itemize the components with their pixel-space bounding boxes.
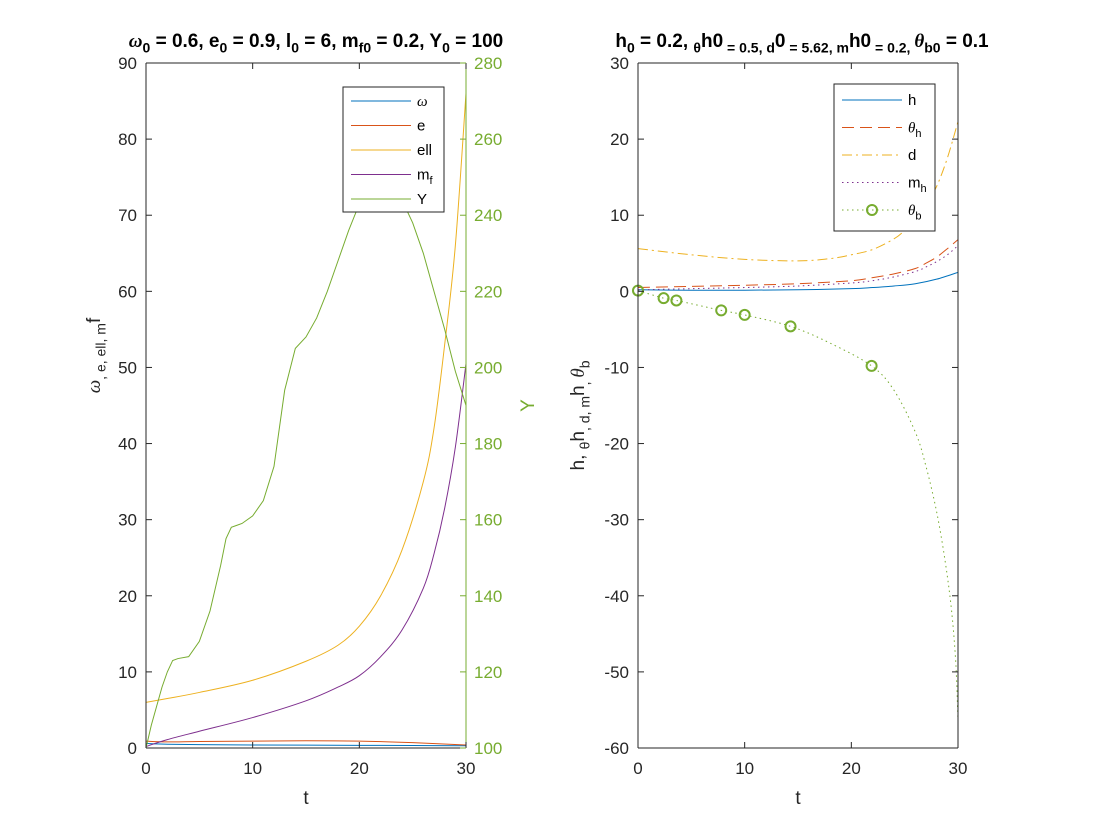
series-line-Y — [145, 184, 467, 749]
series-line-d — [638, 121, 958, 262]
left-y-label: ω, e, ell, mf — [84, 317, 109, 393]
left-axes: 0 10 20 30 0 10 20 30 40 50 60 70 80 90 100 120 140 160 18… — [84, 31, 539, 809]
y-tick-label: 10 — [118, 663, 137, 682]
right-y-label: Y — [518, 399, 539, 412]
y-right-tick-label: 120 — [474, 663, 502, 682]
y-right-tick-label: 160 — [474, 511, 502, 530]
right-plot-lines — [632, 121, 958, 722]
series-line-theta_b — [638, 290, 958, 722]
marker-theta-b — [670, 294, 683, 307]
left-title: ω0 = 0.6, e0 = 0.9, l0 = 6, mf0 = 0.2, Y… — [129, 31, 503, 56]
y-right-tick-label: 140 — [474, 587, 502, 606]
y-tick-label: 70 — [118, 206, 137, 225]
y-tick-label: 80 — [118, 130, 137, 149]
legend-box — [833, 83, 936, 232]
y-right-tick-label: 240 — [474, 206, 502, 225]
y-right-tick-label: 100 — [474, 739, 502, 758]
x-tick-label: 10 — [243, 759, 262, 778]
y-tick-label: -40 — [604, 587, 629, 606]
y-tick-label: 40 — [118, 435, 137, 454]
marker-theta-b — [657, 292, 670, 305]
y-tick-label: 50 — [118, 358, 137, 377]
left-x-label: t — [303, 788, 309, 809]
marker-theta-b — [738, 308, 751, 321]
series-line-e — [145, 740, 467, 746]
y-tick-label: 20 — [118, 587, 137, 606]
x-tick-label: 30 — [949, 759, 968, 778]
legend-label-theta_h: θh — [908, 121, 922, 141]
right-x-label: t — [795, 788, 801, 809]
x-tick-label: 20 — [350, 759, 369, 778]
legend-label-h: h — [908, 92, 916, 109]
legend-label-mf: mf — [417, 167, 434, 188]
y-tick-label: 0 — [620, 282, 629, 301]
right-title: h0 = 0.2, θh0 = 0.5, d0 = 5.62, mh0 = 0.… — [615, 31, 989, 56]
legend-marker-theta-b — [866, 204, 878, 216]
series-line-ell — [145, 93, 467, 703]
y-tick-label: -20 — [604, 435, 629, 454]
legend-label-e: e — [417, 118, 425, 135]
y-tick-label: -50 — [604, 663, 629, 682]
series-line-mf — [145, 363, 467, 747]
legend-label-omega: ω — [417, 94, 428, 110]
x-tick-label: 0 — [141, 759, 150, 778]
legend-label-ell: ell — [417, 142, 432, 159]
x-tick-label: 0 — [633, 759, 642, 778]
marker-theta-b — [865, 359, 878, 372]
y-right-tick-label: 180 — [474, 435, 502, 454]
legend-label-Y: Y — [417, 191, 427, 208]
y-right-tick-label: 220 — [474, 282, 502, 301]
y-tick-label: -60 — [604, 739, 629, 758]
y-tick-label: 30 — [118, 511, 137, 530]
y-right-tick-label: 280 — [474, 54, 502, 73]
y-tick-label: -10 — [604, 358, 629, 377]
x-tick-label: 10 — [735, 759, 754, 778]
y-right-tick-label: 260 — [474, 130, 502, 149]
y-tick-label: 20 — [610, 130, 629, 149]
y-right-tick-label: 200 — [474, 358, 502, 377]
marker-theta-b — [715, 304, 728, 317]
y-tick-label: 10 — [610, 206, 629, 225]
legend-label-m_h: mh — [908, 175, 927, 196]
right-legend: h θh d mh θb — [833, 83, 936, 232]
series-line-m_h — [638, 245, 958, 291]
series-line-theta_h — [638, 239, 958, 289]
y-tick-label: 90 — [118, 54, 137, 73]
legend-label-d: d — [908, 147, 916, 164]
series-line-omega — [145, 742, 467, 747]
y-tick-label: -30 — [604, 511, 629, 530]
left-legend: ωe ell mf Y — [342, 86, 445, 213]
x-tick-label: 30 — [457, 759, 476, 778]
legend-label-theta_b: θb — [908, 203, 922, 223]
marker-theta-b — [784, 320, 797, 333]
y-tick-label: 0 — [128, 739, 137, 758]
x-tick-label: 20 — [842, 759, 861, 778]
series-line-h — [638, 271, 958, 291]
y-tick-label: 30 — [610, 54, 629, 73]
y-tick-label: 60 — [118, 282, 137, 301]
right-panel-y-label: h, θh, d, mh, θb — [568, 360, 593, 470]
